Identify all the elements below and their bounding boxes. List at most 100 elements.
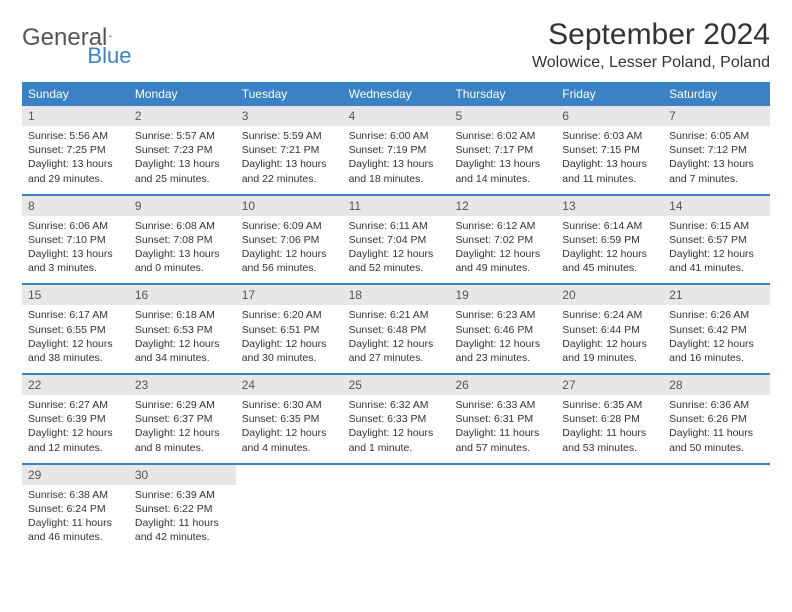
sunset-text: Sunset: 6:48 PM (349, 323, 444, 337)
sunrise-text: Sunrise: 6:39 AM (135, 488, 230, 502)
sunrise-text: Sunrise: 6:27 AM (28, 398, 123, 412)
sunrise-text: Sunrise: 6:18 AM (135, 308, 230, 322)
day-text: Daylight: 13 hours and 22 minutes. (242, 157, 337, 185)
day-number: 22 (22, 375, 129, 395)
day-cell (343, 465, 450, 553)
sunrise-text: Sunrise: 6:11 AM (349, 219, 444, 233)
weekday-header: Monday (129, 82, 236, 106)
day-text: Daylight: 12 hours and 4 minutes. (242, 426, 337, 454)
day-number: 7 (663, 106, 770, 126)
sunset-text: Sunset: 6:44 PM (562, 323, 657, 337)
day-number: 28 (663, 375, 770, 395)
day-text: Daylight: 11 hours and 46 minutes. (28, 516, 123, 544)
sunset-text: Sunset: 6:24 PM (28, 502, 123, 516)
day-text: Daylight: 12 hours and 38 minutes. (28, 337, 123, 365)
sunset-text: Sunset: 6:53 PM (135, 323, 230, 337)
day-cell: 27Sunrise: 6:35 AMSunset: 6:28 PMDayligh… (556, 375, 663, 463)
day-text: Daylight: 13 hours and 25 minutes. (135, 157, 230, 185)
sunset-text: Sunset: 7:08 PM (135, 233, 230, 247)
weekday-header: Thursday (449, 82, 556, 106)
day-cell: 18Sunrise: 6:21 AMSunset: 6:48 PMDayligh… (343, 285, 450, 373)
sunrise-text: Sunrise: 6:24 AM (562, 308, 657, 322)
day-cell: 28Sunrise: 6:36 AMSunset: 6:26 PMDayligh… (663, 375, 770, 463)
day-text: Daylight: 13 hours and 18 minutes. (349, 157, 444, 185)
day-number: 30 (129, 465, 236, 485)
day-cell: 20Sunrise: 6:24 AMSunset: 6:44 PMDayligh… (556, 285, 663, 373)
sunrise-text: Sunrise: 6:23 AM (455, 308, 550, 322)
day-text: Daylight: 12 hours and 27 minutes. (349, 337, 444, 365)
day-number: 29 (22, 465, 129, 485)
sunset-text: Sunset: 6:39 PM (28, 412, 123, 426)
day-cell: 1Sunrise: 5:56 AMSunset: 7:25 PMDaylight… (22, 106, 129, 194)
sunset-text: Sunset: 7:15 PM (562, 143, 657, 157)
day-number: 14 (663, 196, 770, 216)
sunrise-text: Sunrise: 6:02 AM (455, 129, 550, 143)
sunset-text: Sunset: 7:19 PM (349, 143, 444, 157)
day-number: 16 (129, 285, 236, 305)
day-cell: 2Sunrise: 5:57 AMSunset: 7:23 PMDaylight… (129, 106, 236, 194)
day-cell: 14Sunrise: 6:15 AMSunset: 6:57 PMDayligh… (663, 196, 770, 284)
day-text: Daylight: 12 hours and 12 minutes. (28, 426, 123, 454)
sunrise-text: Sunrise: 6:35 AM (562, 398, 657, 412)
day-cell: 9Sunrise: 6:08 AMSunset: 7:08 PMDaylight… (129, 196, 236, 284)
day-cell: 26Sunrise: 6:33 AMSunset: 6:31 PMDayligh… (449, 375, 556, 463)
month-title: September 2024 (532, 18, 770, 52)
day-cell (556, 465, 663, 553)
day-number: 23 (129, 375, 236, 395)
sunset-text: Sunset: 7:25 PM (28, 143, 123, 157)
day-text: Daylight: 13 hours and 11 minutes. (562, 157, 657, 185)
day-number: 27 (556, 375, 663, 395)
sunset-text: Sunset: 6:35 PM (242, 412, 337, 426)
sunrise-text: Sunrise: 6:05 AM (669, 129, 764, 143)
sunset-text: Sunset: 6:55 PM (28, 323, 123, 337)
day-text: Daylight: 12 hours and 30 minutes. (242, 337, 337, 365)
brand-logo: General Blue (22, 18, 175, 52)
sunrise-text: Sunrise: 6:06 AM (28, 219, 123, 233)
sunrise-text: Sunrise: 6:20 AM (242, 308, 337, 322)
day-number: 10 (236, 196, 343, 216)
day-number: 11 (343, 196, 450, 216)
header: General Blue September 2024 Wolowice, Le… (22, 18, 770, 72)
day-cell (236, 465, 343, 553)
location-text: Wolowice, Lesser Poland, Poland (532, 54, 770, 72)
sunset-text: Sunset: 7:12 PM (669, 143, 764, 157)
sunrise-text: Sunrise: 5:56 AM (28, 129, 123, 143)
day-cell: 29 Sunrise: 6:38 AMSunset: 6:24 PMDayligh… (22, 465, 129, 553)
day-number: 24 (236, 375, 343, 395)
day-text: Daylight: 12 hours and 52 minutes. (349, 247, 444, 275)
sunset-text: Sunset: 6:31 PM (455, 412, 550, 426)
day-number: 18 (343, 285, 450, 305)
day-cell: 24Sunrise: 6:30 AMSunset: 6:35 PMDayligh… (236, 375, 343, 463)
sunset-text: Sunset: 7:06 PM (242, 233, 337, 247)
sunrise-text: Sunrise: 6:38 AM (28, 488, 123, 502)
sunset-text: Sunset: 6:26 PM (669, 412, 764, 426)
day-cell: 11 Sunrise: 6:11 AMSunset: 7:04 PMDayligh… (343, 196, 450, 284)
day-text: Daylight: 12 hours and 41 minutes. (669, 247, 764, 275)
day-text: Daylight: 13 hours and 7 minutes. (669, 157, 764, 185)
sunset-text: Sunset: 7:17 PM (455, 143, 550, 157)
day-text: Daylight: 12 hours and 19 minutes. (562, 337, 657, 365)
week-row: 1Sunrise: 5:56 AMSunset: 7:25 PMDaylight… (22, 106, 770, 196)
day-text: Daylight: 13 hours and 14 minutes. (455, 157, 550, 185)
day-cell: 30Sunrise: 6:39 AMSunset: 6:22 PMDayligh… (129, 465, 236, 553)
day-text: Daylight: 11 hours and 50 minutes. (669, 426, 764, 454)
sunset-text: Sunset: 7:04 PM (349, 233, 444, 247)
day-text: Daylight: 12 hours and 8 minutes. (135, 426, 230, 454)
day-number: 3 (236, 106, 343, 126)
day-number: 25 (343, 375, 450, 395)
day-text: Daylight: 12 hours and 56 minutes. (242, 247, 337, 275)
day-number: 6 (556, 106, 663, 126)
day-number: 8 (22, 196, 129, 216)
day-text: Daylight: 13 hours and 3 minutes. (28, 247, 123, 275)
sunset-text: Sunset: 6:28 PM (562, 412, 657, 426)
sunrise-text: Sunrise: 6:32 AM (349, 398, 444, 412)
sunset-text: Sunset: 6:46 PM (455, 323, 550, 337)
calendar: Sunday Monday Tuesday Wednesday Thursday… (22, 82, 770, 552)
sunrise-text: Sunrise: 6:00 AM (349, 129, 444, 143)
day-cell: 17Sunrise: 6:20 AMSunset: 6:51 PMDayligh… (236, 285, 343, 373)
sunset-text: Sunset: 6:37 PM (135, 412, 230, 426)
weekday-header: Saturday (663, 82, 770, 106)
day-cell: 4Sunrise: 6:00 AMSunset: 7:19 PMDaylight… (343, 106, 450, 194)
day-cell: 21Sunrise: 6:26 AMSunset: 6:42 PMDayligh… (663, 285, 770, 373)
day-text: Daylight: 11 hours and 42 minutes. (135, 516, 230, 544)
